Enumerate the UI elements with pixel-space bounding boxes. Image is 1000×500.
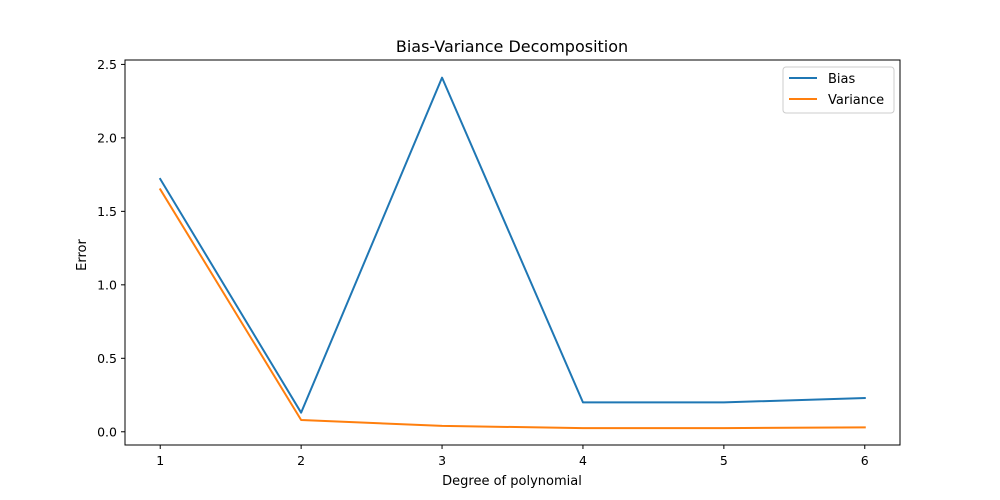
y-tick-label: 2.0: [97, 130, 117, 145]
series-lines: [158, 76, 866, 430]
y-tick-label: 1.0: [97, 277, 117, 292]
x-axis-ticks: 1 2 3 4 5 6: [156, 445, 869, 468]
y-axis-ticks: 0.0 0.5 1.0 1.5 2.0 2.5: [97, 57, 125, 439]
x-tick-label: 5: [720, 453, 728, 468]
x-tick-label: 1: [156, 453, 164, 468]
x-tick-label: 3: [438, 453, 446, 468]
plot-frame: [124, 59, 901, 446]
plot-area: [125, 60, 900, 445]
legend-label-variance: Variance: [828, 93, 884, 108]
series-line-variance: [158, 187, 866, 430]
legend: Bias Variance: [782, 66, 895, 114]
x-tick-label: 2: [297, 453, 305, 468]
series-line-bias: [158, 76, 866, 414]
chart-title: Bias-Variance Decomposition: [396, 37, 628, 56]
legend-label-bias: Bias: [828, 72, 855, 87]
x-tick-label: 4: [579, 453, 587, 468]
y-axis-label: Error: [75, 239, 90, 271]
x-axis-label: Degree of polynomial: [442, 474, 582, 489]
x-tick-label: 6: [861, 453, 869, 468]
y-tick-label: 0.5: [97, 351, 117, 366]
y-tick-label: 1.5: [97, 204, 117, 219]
y-tick-label: 2.5: [97, 57, 117, 72]
y-tick-label: 0.0: [97, 424, 117, 439]
